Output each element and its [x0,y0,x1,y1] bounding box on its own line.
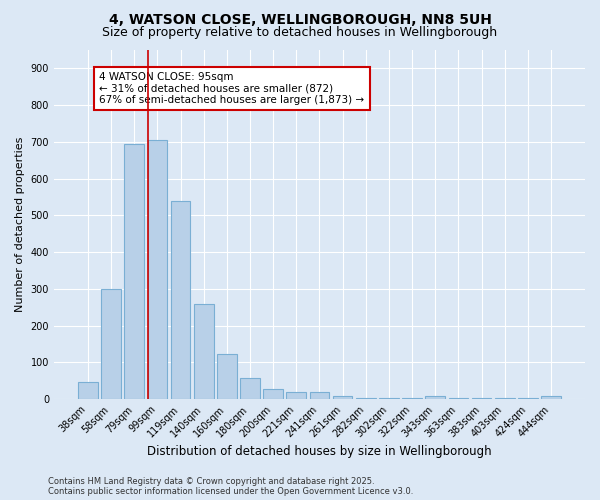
Bar [148,140,167,399]
Bar [217,354,236,399]
Bar [356,398,376,399]
Bar [495,398,515,399]
Text: 4, WATSON CLOSE, WELLINGBOROUGH, NN8 5UH: 4, WATSON CLOSE, WELLINGBOROUGH, NN8 5UH [109,12,491,26]
Bar [240,378,260,399]
Bar [101,289,121,399]
Text: 4 WATSON CLOSE: 95sqm
← 31% of detached houses are smaller (872)
67% of semi-det: 4 WATSON CLOSE: 95sqm ← 31% of detached … [100,72,365,106]
Bar [425,396,445,399]
Y-axis label: Number of detached properties: Number of detached properties [15,137,25,312]
Bar [541,396,561,399]
Bar [310,392,329,399]
Text: Size of property relative to detached houses in Wellingborough: Size of property relative to detached ho… [103,26,497,39]
Bar [472,398,491,399]
Bar [333,396,352,399]
Text: Contains HM Land Registry data © Crown copyright and database right 2025.
Contai: Contains HM Land Registry data © Crown c… [48,476,413,496]
Bar [518,398,538,399]
Bar [402,398,422,399]
Bar [170,202,190,399]
Bar [449,398,468,399]
Bar [78,382,98,399]
Bar [194,304,214,399]
Bar [263,389,283,399]
Bar [379,398,399,399]
X-axis label: Distribution of detached houses by size in Wellingborough: Distribution of detached houses by size … [147,444,492,458]
Bar [124,144,144,399]
Bar [286,392,306,399]
